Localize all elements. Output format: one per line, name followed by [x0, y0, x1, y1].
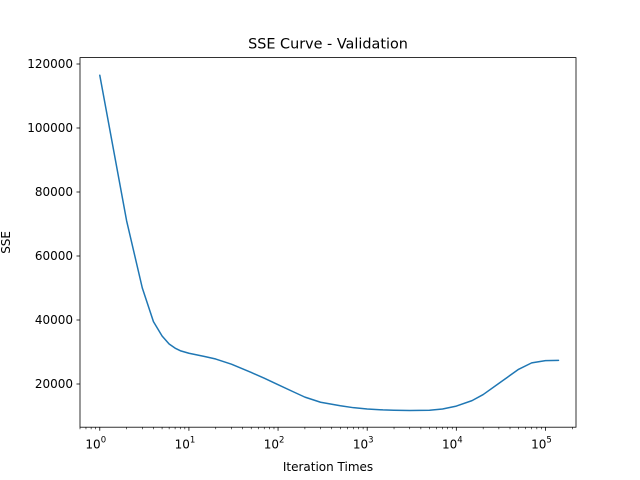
y-tick-label: 120000	[27, 57, 73, 71]
y-tick-label: 60000	[35, 249, 73, 263]
plot-area-frame	[79, 57, 577, 428]
x-tick-label: 104	[442, 436, 463, 452]
chart-title: SSE Curve - Validation	[248, 37, 408, 53]
x-tick-label: 101	[175, 436, 196, 452]
y-tick-label: 40000	[35, 313, 73, 327]
series-group	[99, 74, 560, 412]
x-tick-label: 100	[85, 436, 106, 452]
ticks-group: 20000 40000 60000 80000 100000 120000 100 101 10…	[27, 57, 573, 452]
y-axis-label: SSE	[0, 231, 13, 254]
x-tick-label: 105	[531, 436, 552, 452]
y-tick-label: 20000	[35, 377, 73, 391]
y-tick-label: 80000	[35, 185, 73, 199]
x-tick-label: 102	[264, 436, 285, 452]
x-tick-label: 103	[353, 436, 374, 452]
series-line	[99, 74, 560, 412]
y-tick-label: 100000	[27, 121, 73, 135]
x-axis-label: Iteration Times	[283, 460, 373, 474]
